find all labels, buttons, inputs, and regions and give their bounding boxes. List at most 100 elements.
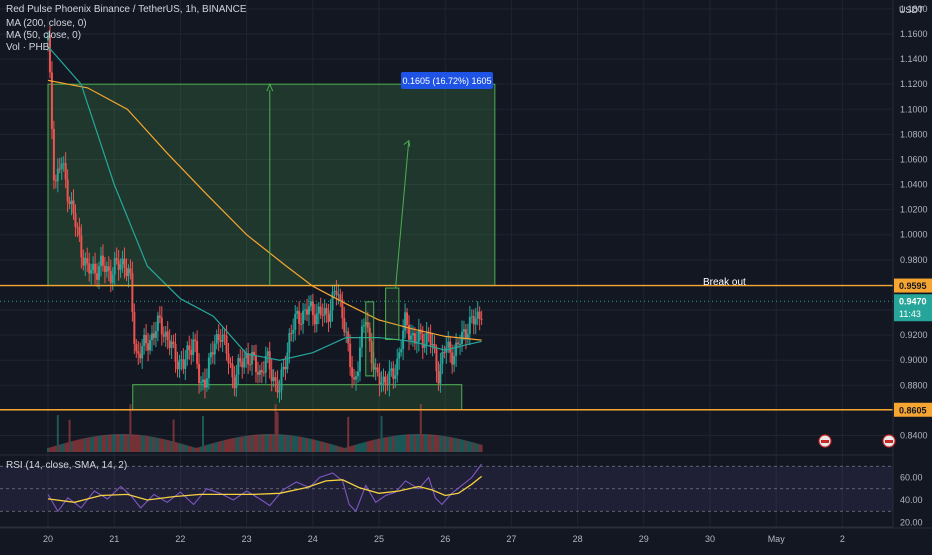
candle-body bbox=[341, 299, 344, 319]
candle-body bbox=[358, 347, 361, 372]
candle bbox=[245, 347, 248, 368]
candle bbox=[209, 343, 212, 365]
candle bbox=[294, 304, 297, 341]
candle bbox=[329, 299, 332, 328]
volume-bar bbox=[468, 441, 471, 452]
candle-body bbox=[429, 333, 432, 346]
volume-bar bbox=[264, 434, 267, 452]
candle-body bbox=[158, 315, 161, 318]
y-tick-label: 0.9800 bbox=[900, 255, 928, 265]
volume-bar bbox=[131, 434, 134, 452]
candle bbox=[154, 321, 157, 348]
candle-body bbox=[92, 263, 95, 271]
volume-bar bbox=[176, 442, 179, 452]
volume-bar bbox=[96, 435, 99, 452]
candle-body bbox=[313, 315, 316, 325]
volume-bar bbox=[253, 434, 256, 452]
volume-bar bbox=[423, 434, 426, 452]
volume-bar bbox=[139, 435, 142, 452]
candle bbox=[217, 324, 220, 352]
candle-body bbox=[447, 341, 450, 348]
highlight-box bbox=[365, 301, 375, 377]
candle bbox=[186, 341, 189, 366]
candle bbox=[196, 330, 199, 369]
volume-bar bbox=[101, 435, 104, 452]
candle bbox=[268, 341, 271, 379]
volume-bar bbox=[276, 412, 279, 452]
rsi-ma-line bbox=[47, 475, 483, 503]
volume-bar bbox=[313, 439, 316, 452]
candle bbox=[325, 303, 328, 324]
volume-legend[interactable]: Vol · PHB bbox=[6, 42, 50, 53]
candle bbox=[158, 306, 161, 324]
candle bbox=[109, 259, 112, 293]
volume-bar bbox=[472, 442, 475, 452]
candle-body bbox=[202, 379, 205, 383]
volume-bar bbox=[409, 434, 412, 452]
candle bbox=[353, 368, 356, 385]
candle bbox=[162, 326, 165, 343]
event-icon[interactable] bbox=[882, 434, 896, 448]
volume-bar bbox=[370, 440, 373, 452]
candle-body bbox=[121, 258, 124, 265]
candle-body bbox=[406, 312, 409, 325]
candle-body bbox=[288, 333, 291, 353]
volume-bar bbox=[349, 446, 352, 452]
ma50-legend[interactable]: MA (50, close, 0) bbox=[6, 30, 82, 41]
candle bbox=[370, 333, 373, 372]
candle bbox=[362, 318, 365, 334]
volume-bar bbox=[262, 434, 265, 452]
candle-body bbox=[380, 382, 383, 386]
volume-bar bbox=[129, 404, 132, 452]
volume-bar bbox=[62, 443, 65, 452]
currency-label: USDT bbox=[899, 5, 924, 15]
ma50-line bbox=[47, 46, 482, 361]
candle bbox=[219, 328, 222, 348]
candle-body bbox=[72, 200, 75, 214]
candle bbox=[270, 358, 273, 392]
lower-line-badge-bg bbox=[894, 402, 932, 417]
candle-body bbox=[268, 351, 271, 370]
candle-body bbox=[345, 331, 348, 333]
volume-bar bbox=[345, 447, 348, 452]
candle-body bbox=[254, 355, 257, 373]
volume-bar bbox=[384, 437, 387, 452]
candle-body bbox=[168, 340, 171, 348]
event-icon[interactable] bbox=[818, 434, 832, 448]
volume-bar bbox=[84, 438, 87, 452]
volume-bar bbox=[215, 442, 218, 452]
volume-bar bbox=[304, 437, 307, 452]
candle bbox=[213, 334, 216, 365]
candle bbox=[431, 332, 434, 357]
ma200-legend[interactable]: MA (200, close, 0) bbox=[6, 18, 87, 29]
candle bbox=[251, 344, 254, 376]
candle bbox=[68, 196, 71, 210]
candle-body bbox=[203, 379, 206, 388]
volume-bar bbox=[323, 442, 326, 452]
volume-bar bbox=[105, 434, 108, 452]
candle bbox=[47, 31, 49, 52]
volume-bar bbox=[309, 438, 312, 452]
y-tick-label: 0.9000 bbox=[900, 355, 928, 365]
y-tick-label: 1.0200 bbox=[900, 205, 928, 215]
candle-body bbox=[305, 309, 308, 315]
volume-bar bbox=[68, 419, 71, 452]
candle bbox=[86, 247, 89, 272]
volume-bar bbox=[329, 443, 332, 452]
candle bbox=[474, 307, 477, 335]
volume-bar bbox=[221, 440, 224, 452]
candle bbox=[439, 352, 442, 393]
volume-bar bbox=[168, 440, 171, 452]
volume-bar bbox=[225, 439, 228, 452]
volume-bar bbox=[339, 446, 342, 452]
candle-body bbox=[150, 333, 153, 341]
rsi-legend[interactable]: RSI (14, close, SMA, 14, 2) bbox=[6, 460, 128, 471]
volume-bar bbox=[251, 435, 254, 452]
candle bbox=[406, 308, 409, 334]
candle-body bbox=[180, 359, 183, 361]
candle bbox=[58, 157, 61, 174]
volume-bar bbox=[72, 440, 75, 452]
volume-bar bbox=[396, 435, 399, 452]
volume-bar bbox=[321, 441, 324, 452]
